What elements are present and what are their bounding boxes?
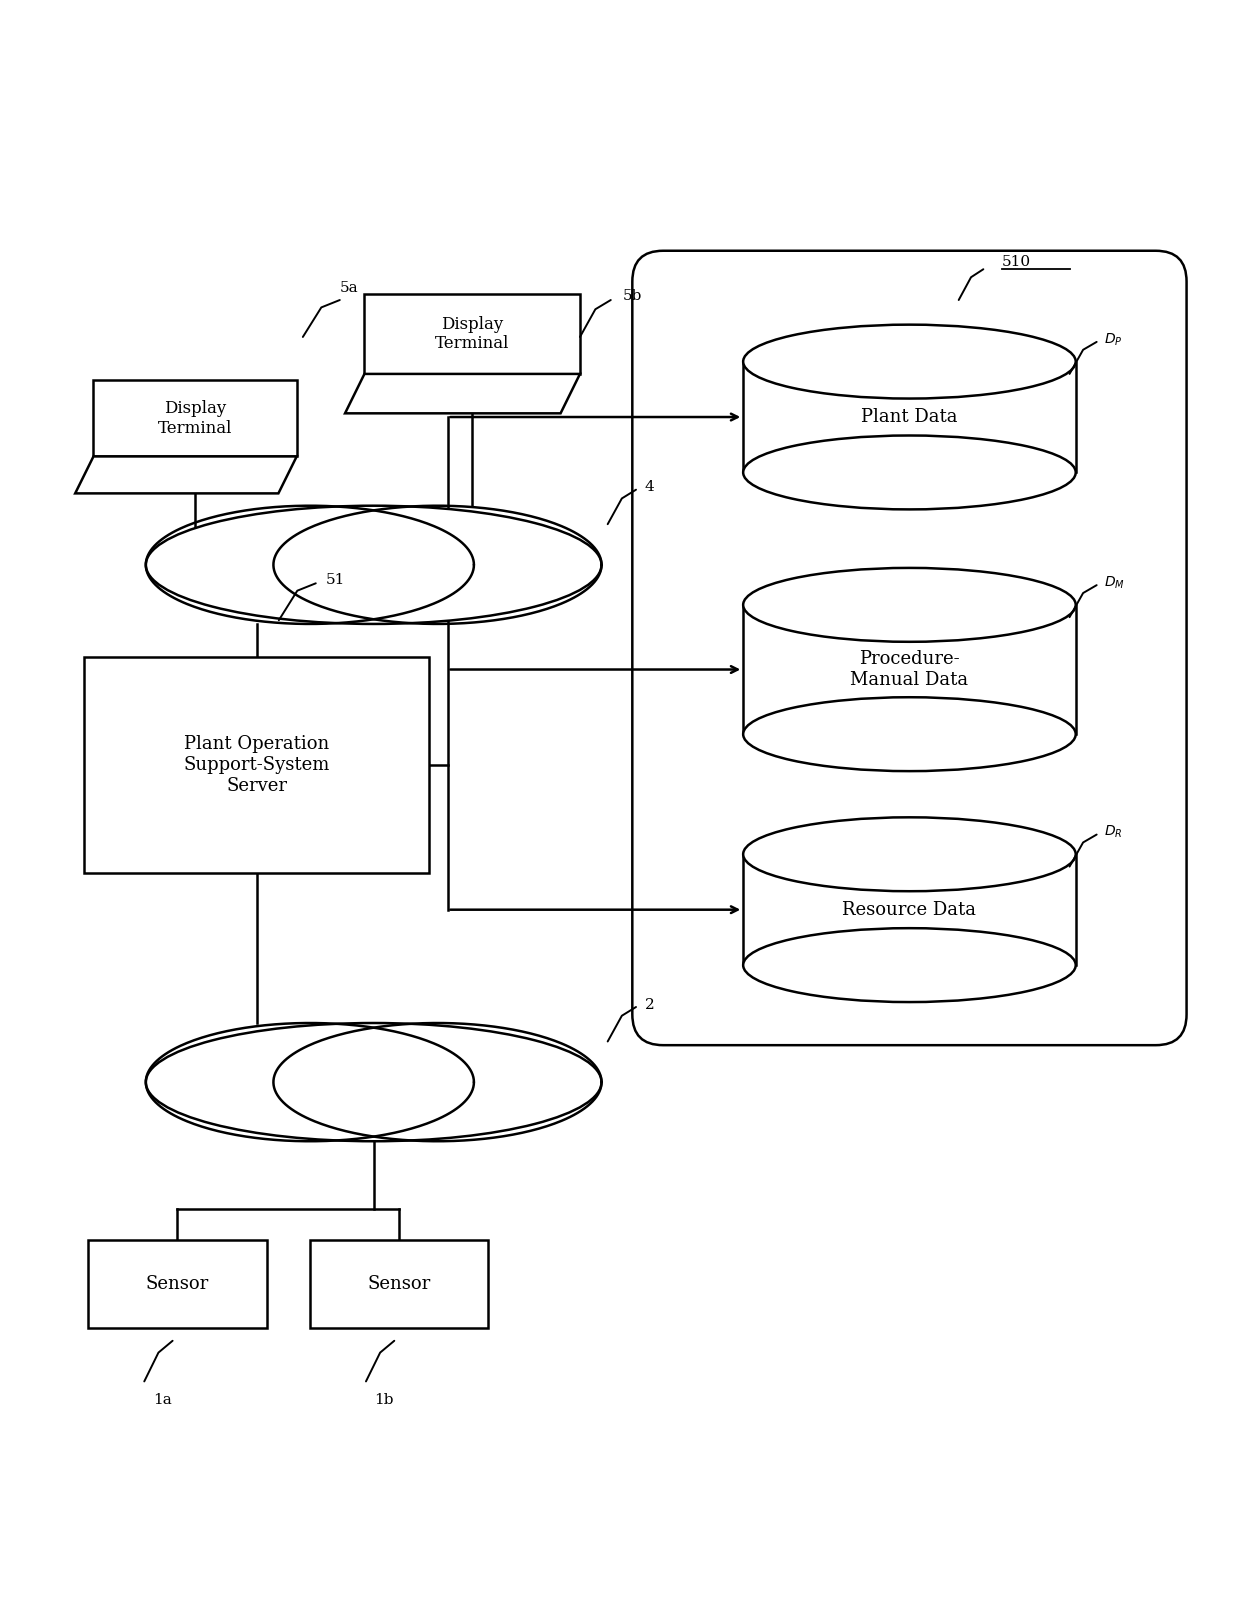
Text: Plant Operation
Support-System
Server: Plant Operation Support-System Server [184,736,330,795]
Polygon shape [345,374,580,414]
Text: Plant Data: Plant Data [862,407,957,427]
Polygon shape [84,657,429,873]
Polygon shape [743,362,1076,472]
Text: 5b: 5b [622,290,642,303]
Text: 51: 51 [326,573,345,586]
Text: $D_P$: $D_P$ [1104,332,1122,348]
Ellipse shape [743,435,1076,509]
Ellipse shape [743,818,1076,892]
Polygon shape [743,855,1076,964]
Polygon shape [743,605,1076,734]
Text: $D_R$: $D_R$ [1104,824,1122,840]
Text: Procedure-
Manual Data: Procedure- Manual Data [851,650,968,689]
Text: Resource Data: Resource Data [842,900,976,919]
Text: 1a: 1a [153,1393,171,1407]
Text: Display
Terminal: Display Terminal [157,399,232,436]
Ellipse shape [743,568,1076,642]
Polygon shape [76,457,296,493]
Text: $D_M$: $D_M$ [1104,575,1125,591]
Text: 1b: 1b [374,1393,394,1407]
Polygon shape [310,1240,489,1328]
Text: 5a: 5a [340,280,358,295]
Polygon shape [88,1240,267,1328]
Text: Display
Terminal: Display Terminal [435,316,510,353]
Text: 2: 2 [645,998,655,1011]
Ellipse shape [743,325,1076,399]
Ellipse shape [743,697,1076,771]
Polygon shape [365,295,580,374]
Polygon shape [93,380,296,457]
Text: 510: 510 [1002,256,1030,269]
Text: Sensor: Sensor [367,1275,430,1293]
FancyBboxPatch shape [632,251,1187,1045]
Ellipse shape [743,929,1076,1001]
Text: 4: 4 [645,480,655,494]
Ellipse shape [146,1022,601,1141]
Ellipse shape [146,506,601,625]
Text: Sensor: Sensor [145,1275,208,1293]
